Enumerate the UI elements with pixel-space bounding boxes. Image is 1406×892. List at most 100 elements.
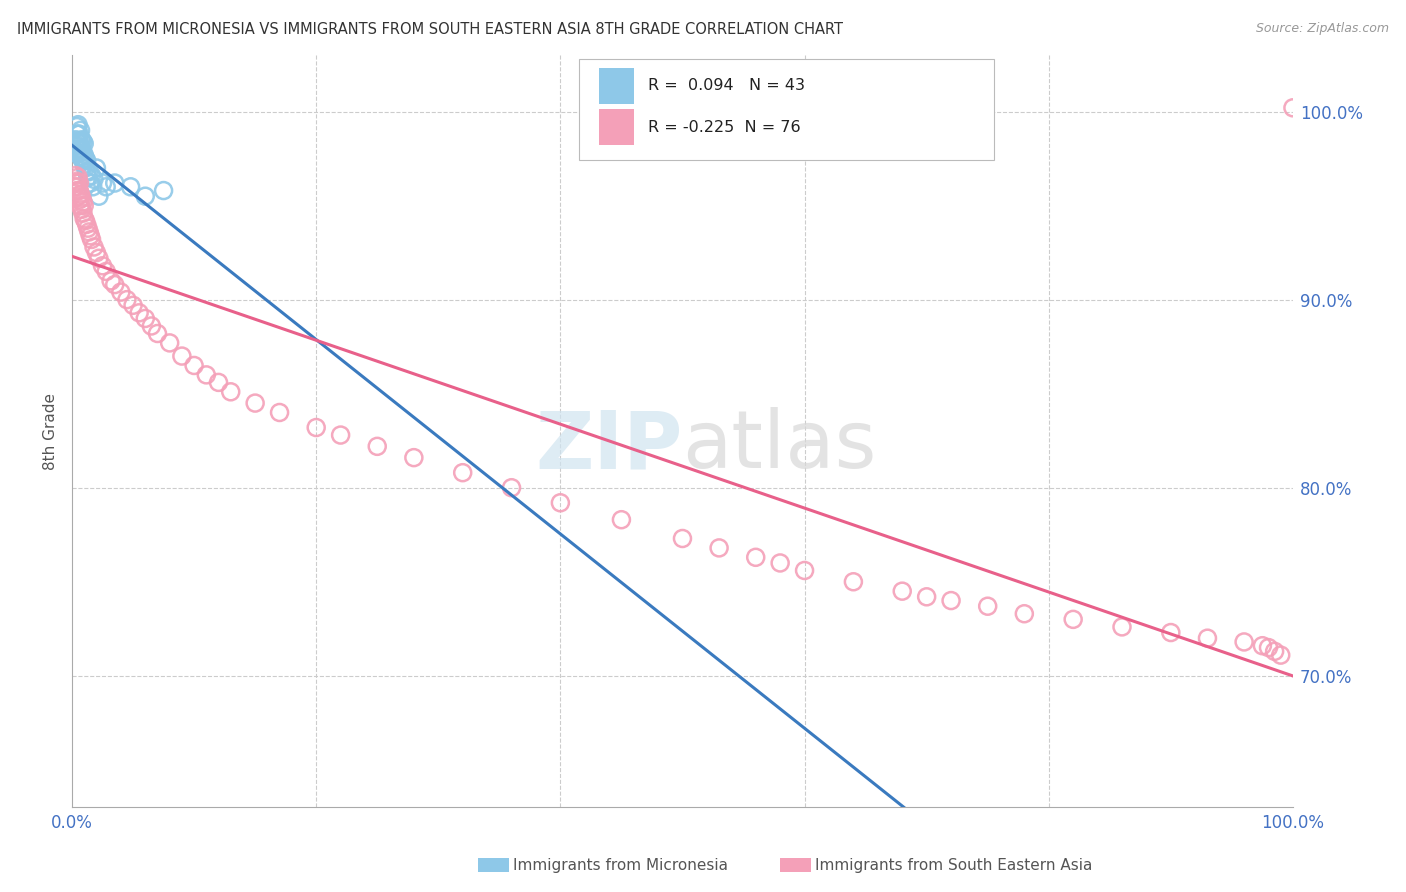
Point (207, 376, 229, 390)
Point (170, 349, 193, 363)
Point (67, 176, 90, 190)
Point (80, 169, 103, 183)
Point (76, 218, 98, 232)
Point (91, 176, 114, 190)
Point (73, 157, 96, 171)
Point (67, 136, 90, 151)
Text: IMMIGRANTS FROM MICRONESIA VS IMMIGRANTS FROM SOUTH EASTERN ASIA 8TH GRADE CORRE: IMMIGRANTS FROM MICRONESIA VS IMMIGRANTS… (17, 22, 842, 37)
Point (73, 136, 96, 151)
Point (66, 138, 89, 153)
Point (610, 513, 633, 527)
Point (69, 135, 91, 149)
Point (550, 496, 572, 510)
Point (77, 221, 100, 235)
Point (66, 184, 89, 198)
Point (67, 118, 90, 132)
Point (243, 396, 266, 410)
Point (77, 165, 100, 179)
Point (1282, 101, 1305, 115)
Point (195, 368, 218, 382)
Point (87, 252, 110, 266)
Point (915, 590, 938, 604)
Text: Source: ZipAtlas.com: Source: ZipAtlas.com (1256, 22, 1389, 36)
Point (83, 172, 105, 186)
Point (159, 335, 181, 350)
Point (96, 179, 118, 194)
Point (769, 556, 792, 570)
Point (75, 161, 97, 175)
Point (1197, 631, 1219, 645)
Point (70, 133, 93, 147)
Point (75, 152, 97, 166)
Point (69, 123, 91, 137)
Point (152, 184, 174, 198)
Point (501, 481, 523, 495)
Point (67, 142, 90, 156)
Point (73, 148, 96, 162)
Point (1270, 648, 1292, 662)
Point (73, 211, 96, 226)
Point (67, 189, 90, 203)
Point (329, 428, 352, 442)
Point (100, 274, 122, 288)
Point (76, 165, 98, 179)
Point (707, 541, 730, 555)
Point (66, 127, 89, 141)
Point (366, 439, 388, 453)
Point (67, 127, 90, 141)
Point (83, 240, 105, 254)
Point (976, 599, 998, 614)
Bar (599, 68, 634, 104)
Y-axis label: 8th Grade: 8th Grade (44, 392, 58, 470)
Bar (599, 110, 634, 145)
Point (65, 133, 87, 147)
Point (104, 277, 127, 292)
Point (75, 213, 97, 227)
Point (1111, 620, 1133, 634)
Point (141, 318, 163, 333)
Point (402, 450, 425, 465)
Point (1062, 612, 1084, 626)
Point (183, 359, 205, 373)
Point (219, 384, 242, 399)
Point (79, 228, 101, 243)
Point (70, 202, 93, 217)
Point (891, 584, 914, 599)
Point (79, 176, 101, 190)
Point (87, 189, 110, 203)
Point (1257, 640, 1279, 655)
Point (69, 150, 91, 164)
Point (66, 174, 89, 188)
Point (72, 153, 94, 168)
Point (67, 127, 90, 141)
Point (76, 153, 98, 168)
Point (128, 306, 150, 320)
Point (77, 170, 100, 185)
Text: Immigrants from Micronesia: Immigrants from Micronesia (513, 858, 728, 872)
Point (86, 161, 108, 175)
Point (69, 142, 91, 156)
Point (69, 187, 91, 202)
Point (1264, 644, 1286, 658)
Point (842, 574, 865, 589)
Point (67, 184, 90, 198)
Point (96, 264, 118, 278)
Point (65, 169, 87, 183)
Point (82, 179, 104, 194)
Text: atlas: atlas (682, 408, 877, 485)
Text: ZIP: ZIP (536, 408, 682, 485)
Point (67, 135, 90, 149)
Point (122, 298, 145, 312)
Point (67, 179, 90, 194)
Point (793, 564, 815, 578)
Point (1014, 607, 1036, 621)
Point (671, 532, 693, 546)
Point (104, 176, 127, 190)
Point (86, 245, 108, 260)
FancyBboxPatch shape (579, 59, 994, 161)
Point (66, 120, 89, 134)
Text: Immigrants from South Eastern Asia: Immigrants from South Eastern Asia (815, 858, 1092, 872)
Point (65, 176, 87, 190)
Point (110, 285, 132, 299)
Point (72, 135, 94, 149)
